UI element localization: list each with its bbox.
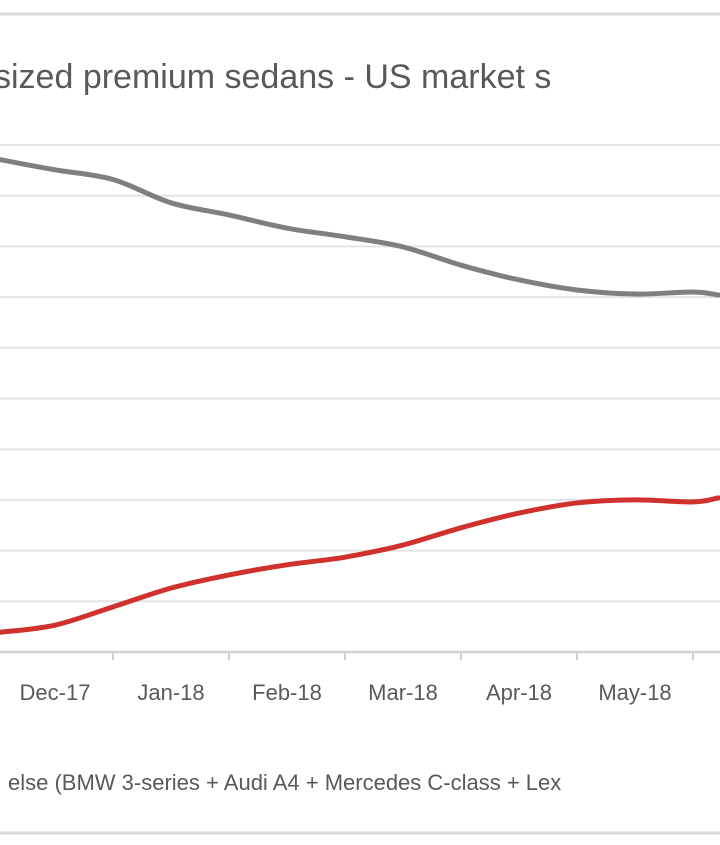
series-line-gray: [0, 157, 720, 298]
series-lines: [0, 157, 720, 635]
x-tick-label: Dec-17: [20, 680, 91, 705]
x-tick-label: Mar-18: [368, 680, 438, 705]
x-tick-label: Apr-18: [486, 680, 552, 705]
gridlines: [0, 144, 720, 654]
series-line-red: [0, 495, 720, 635]
chart-title: sized premium sedans - US market s: [0, 58, 551, 96]
x-tick-label: May-18: [598, 680, 671, 705]
x-tick-label: Jan-18: [137, 680, 204, 705]
x-axis-ticks: [112, 652, 694, 660]
x-tick-label: Feb-18: [252, 680, 322, 705]
legend-entry: else (BMW 3-series + Audi A4 + Mercedes …: [8, 770, 561, 795]
